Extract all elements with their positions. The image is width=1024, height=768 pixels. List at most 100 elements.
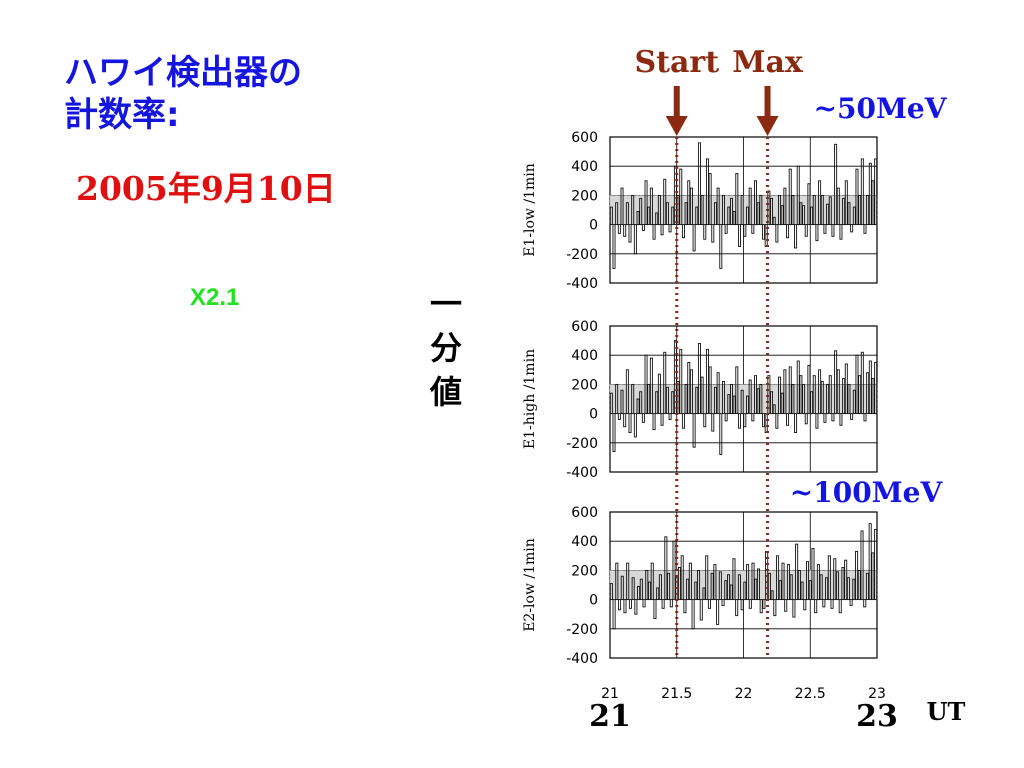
count-bar <box>748 187 752 226</box>
count-bar <box>846 577 850 601</box>
count-bar <box>732 395 736 415</box>
count-bar <box>732 211 736 226</box>
count-bar <box>871 180 875 226</box>
count-bar <box>860 158 864 226</box>
count-bar <box>775 224 779 243</box>
side-label-char-3: 値 <box>429 373 462 411</box>
count-bar <box>721 381 725 415</box>
count-bar <box>815 224 819 242</box>
count-bar <box>789 574 793 601</box>
count-bar <box>694 581 698 601</box>
count-bar <box>697 343 701 415</box>
count-bar <box>812 194 816 226</box>
y-tick-label: 600 <box>571 130 598 146</box>
one-minute-value-label: 一 分 値 <box>428 282 464 414</box>
count-bar <box>740 389 744 415</box>
count-bar <box>825 577 829 601</box>
x-unit-label: UT <box>927 697 966 726</box>
count-bar <box>847 202 851 226</box>
count-bar <box>743 224 747 237</box>
count-bar <box>639 391 643 415</box>
count-bar <box>799 375 803 415</box>
x-big-label-end: 23 <box>856 699 898 734</box>
y-tick-label: 600 <box>571 505 598 521</box>
count-bar <box>631 383 635 415</box>
count-bar <box>633 224 637 255</box>
count-bar <box>874 529 878 601</box>
y-axis-label: E1-low /1min <box>522 163 538 257</box>
count-bar <box>842 197 846 226</box>
count-bar <box>860 530 864 601</box>
count-bar <box>754 180 757 226</box>
count-bar <box>631 577 635 601</box>
y-tick-label: 0 <box>589 593 598 609</box>
count-bar <box>668 224 672 233</box>
energy-label-50mev: ~50MeV <box>814 92 948 125</box>
slide-title: ハワイ検出器の 計数率: <box>64 52 302 136</box>
count-bar <box>679 168 683 226</box>
x-tick-label: 22.5 <box>795 686 826 702</box>
count-bar <box>687 362 691 415</box>
count-bar <box>663 178 667 226</box>
count-bar <box>762 413 766 428</box>
count-bar <box>868 523 872 601</box>
count-bar <box>691 599 695 630</box>
count-bar <box>623 413 627 428</box>
y-tick-label: 0 <box>589 407 598 423</box>
y-tick-label: 400 <box>571 348 598 364</box>
y-tick-label: 400 <box>571 534 598 550</box>
count-bar <box>871 378 875 415</box>
count-bar <box>740 599 744 611</box>
y-axis-label: E2-low /1min <box>522 538 538 632</box>
count-bar <box>784 599 788 612</box>
count-bar <box>866 372 870 415</box>
count-bar <box>775 413 779 429</box>
count-bar <box>609 392 613 415</box>
count-bar <box>759 194 763 226</box>
count-bar <box>644 180 648 226</box>
count-bar <box>852 206 856 226</box>
count-bar <box>671 206 675 226</box>
count-bar <box>609 206 613 226</box>
count-bar <box>650 562 654 601</box>
count-bar <box>680 555 684 601</box>
count-bar <box>783 369 787 415</box>
y-tick-label: -200 <box>566 436 598 452</box>
count-bar <box>609 583 613 601</box>
count-bar <box>855 550 859 601</box>
count-bar <box>702 587 706 601</box>
count-bar <box>754 375 757 415</box>
count-bar <box>618 599 622 611</box>
count-bar <box>652 413 656 431</box>
count-bar <box>799 202 803 226</box>
count-bar <box>716 599 720 625</box>
count-bar <box>756 568 760 601</box>
count-bar <box>850 413 854 420</box>
count-bar <box>677 567 681 601</box>
count-bar <box>748 379 752 415</box>
count-bar <box>751 562 755 601</box>
count-bar <box>657 373 661 415</box>
count-bar <box>743 413 747 428</box>
count-bar <box>827 555 831 601</box>
count-bar <box>826 203 830 226</box>
y-axis-label: E1-high /1min <box>522 349 538 449</box>
count-bar <box>796 360 800 415</box>
count-bar <box>746 564 750 601</box>
count-bar <box>743 581 747 601</box>
count-bar <box>791 383 795 415</box>
count-bar <box>647 581 652 601</box>
count-bar <box>718 571 722 601</box>
count-bar <box>636 398 640 415</box>
count-bar <box>707 599 711 609</box>
count-bar <box>716 372 720 415</box>
count-bar <box>858 375 862 415</box>
count-bar <box>863 224 867 234</box>
count-bar <box>705 555 709 601</box>
y-tick-label: 0 <box>589 218 598 234</box>
count-bar <box>823 224 827 234</box>
count-bar <box>664 536 668 601</box>
count-bar <box>818 180 822 226</box>
count-bar <box>689 369 693 415</box>
